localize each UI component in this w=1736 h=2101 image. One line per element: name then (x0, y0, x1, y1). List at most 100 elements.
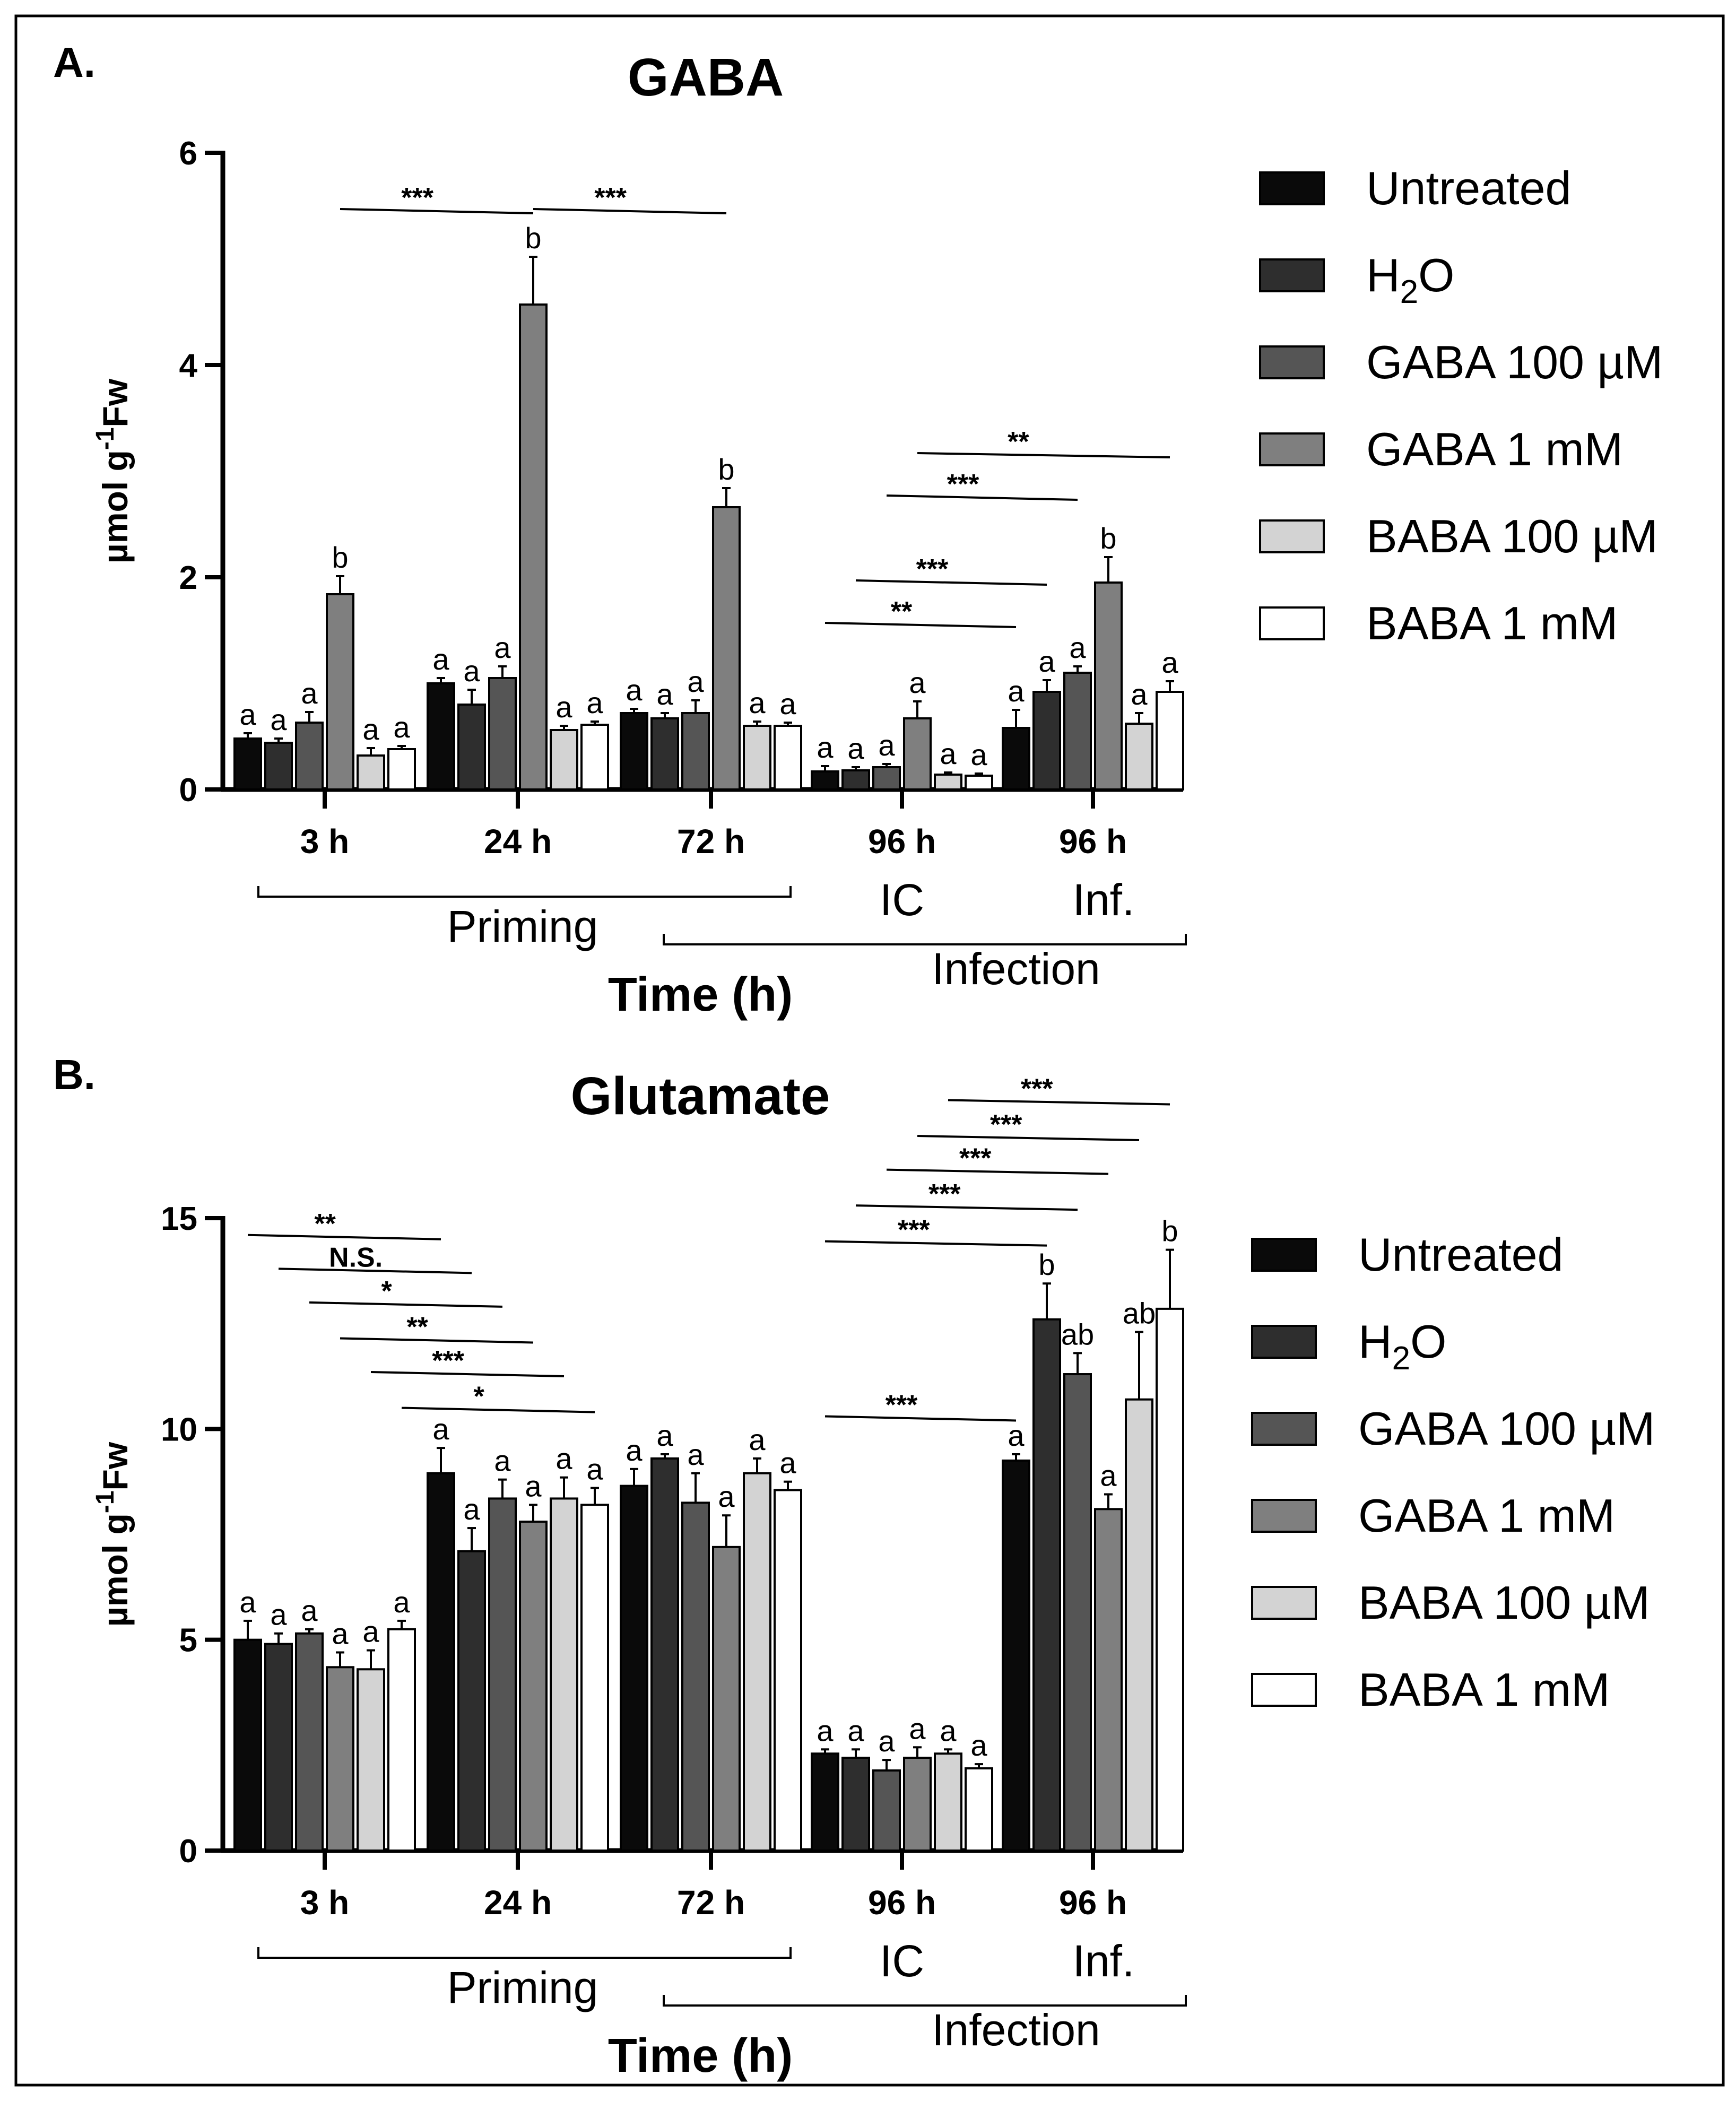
legend-swatch-h2o (1251, 1325, 1317, 1359)
significance-letter: a (301, 1594, 318, 1627)
significance-letter: a (687, 665, 704, 698)
legend-label-gaba-1-mm: GABA 1 mM (1358, 1489, 1615, 1542)
bar-baba-100-m (1125, 723, 1153, 791)
panel-gaba: A. GABA µmol g-1Fw 0 2 4 6 3 h 24 h 72 h 96 h 96 h a… (53, 39, 1663, 1021)
bar-gaba-1-mm (519, 1521, 548, 1852)
bar-untreated (620, 1484, 648, 1852)
x-axis-title: Time (h) (608, 968, 793, 1021)
significance-letter: a (940, 1714, 957, 1747)
bar-baba-1-mm (1156, 691, 1184, 791)
significance-line (340, 1337, 534, 1344)
significance-letter: a (970, 1729, 987, 1762)
significance-letter: a (970, 738, 987, 771)
significance-letter: a (749, 1423, 766, 1456)
bar-gaba-1-mm (1094, 1508, 1123, 1852)
significance-letter: a (909, 666, 926, 699)
bar-gaba-100-m (1063, 1373, 1092, 1852)
significance-mark: *** (886, 1390, 918, 1420)
bar-baba-100-m (934, 1752, 962, 1852)
bar-baba-1-mm (387, 1628, 416, 1852)
significance-letter: b (525, 221, 541, 255)
bar-gaba-100-m (681, 1501, 710, 1852)
legend-swatch-gaba-100-m (1251, 1412, 1317, 1446)
bar-untreated (620, 712, 648, 791)
significance-letter: a (687, 1438, 704, 1471)
significance-letter: a (432, 1412, 449, 1446)
bar-untreated (233, 737, 262, 791)
y-tick-label: 0 (179, 772, 197, 809)
significance-letter: a (817, 731, 834, 764)
bar-h2o (1032, 691, 1061, 791)
bar-gaba-1-mm (903, 717, 932, 791)
significance-letter: a (239, 698, 256, 731)
significance-letter: a (847, 1714, 864, 1747)
bar-h2o (457, 704, 486, 791)
significance-mark: *** (432, 1345, 464, 1376)
panel-label: A. (53, 39, 96, 86)
significance-letter: a (362, 1615, 379, 1648)
significance-letter: a (626, 1434, 643, 1467)
infection-bracket (663, 1995, 1187, 2007)
bar-baba-1-mm (580, 724, 609, 791)
bar-gaba-1-mm (326, 1666, 354, 1852)
bar-baba-100-m (1125, 1398, 1153, 1852)
significance-letter: a (1100, 1459, 1117, 1492)
significance-letter: a (270, 1598, 287, 1631)
bar-baba-1-mm (1156, 1307, 1184, 1852)
significance-line (886, 1168, 1109, 1175)
legend-swatch-untreated (1259, 171, 1325, 205)
bar-gaba-100-m (1063, 672, 1092, 791)
significance-letter: a (656, 678, 673, 711)
inf-label: Inf. (1073, 1936, 1135, 1986)
significance-letter: a (362, 713, 379, 746)
significance-letter: a (1008, 1419, 1025, 1452)
significance-letter: a (463, 1492, 480, 1526)
bar-baba-1-mm (965, 1767, 993, 1852)
significance-line (401, 1407, 595, 1413)
x-tick-label: 72 h (677, 822, 745, 861)
y-tick-label: 10 (161, 1411, 197, 1448)
significance-letter: a (586, 1453, 603, 1486)
y-tick-label: 15 (161, 1201, 197, 1237)
significance-letter: a (1069, 631, 1086, 664)
significance-letter: a (332, 1617, 349, 1651)
bar-baba-100-m (357, 1668, 385, 1852)
significance-letter: a (909, 1712, 926, 1745)
significance-letter: a (817, 1714, 834, 1747)
bar-baba-100-m (550, 1497, 578, 1852)
legend-label-baba-100-m: BABA 100 µM (1366, 510, 1658, 562)
significance-line (824, 1415, 1017, 1422)
priming-label: Priming (447, 901, 598, 951)
legend-label-baba-1-mm: BABA 1 mM (1358, 1663, 1610, 1716)
y-tick-label: 2 (179, 560, 197, 596)
significance-letter: b (1038, 1248, 1055, 1281)
significance-letter: a (1008, 674, 1025, 708)
chart-title: Glutamate (570, 1066, 830, 1126)
bar-gaba-100-m (872, 766, 901, 791)
significance-line (855, 1204, 1078, 1211)
ic-label: IC (880, 875, 924, 925)
bar-gaba-1-mm (1094, 581, 1123, 791)
legend-label-gaba-1-mm: GABA 1 mM (1366, 423, 1623, 475)
bar-untreated (233, 1638, 262, 1852)
significance-mark: *** (959, 1143, 992, 1174)
significance-mark: *** (947, 469, 979, 500)
significance-line (247, 1234, 441, 1240)
significance-line (278, 1267, 472, 1274)
x-axis-title: Time (h) (608, 2029, 793, 2082)
y-tick-label: 6 (179, 135, 197, 172)
panel-label: B. (53, 1051, 96, 1098)
significance-line (917, 1135, 1140, 1142)
legend-label-baba-1-mm: BABA 1 mM (1366, 597, 1618, 649)
bar-untreated (1002, 1459, 1030, 1852)
bar-baba-1-mm (774, 725, 802, 791)
bar-baba-1-mm (965, 775, 993, 791)
significance-line (533, 208, 727, 214)
y-tick-label: 4 (179, 348, 198, 384)
x-tick-label: 3 h (300, 1883, 349, 1922)
significance-letter: b (1161, 1214, 1178, 1248)
infection-label: Infection (932, 944, 1100, 994)
significance-line (824, 622, 1017, 628)
significance-letter: a (239, 1585, 256, 1619)
significance-mark: ** (891, 596, 913, 627)
